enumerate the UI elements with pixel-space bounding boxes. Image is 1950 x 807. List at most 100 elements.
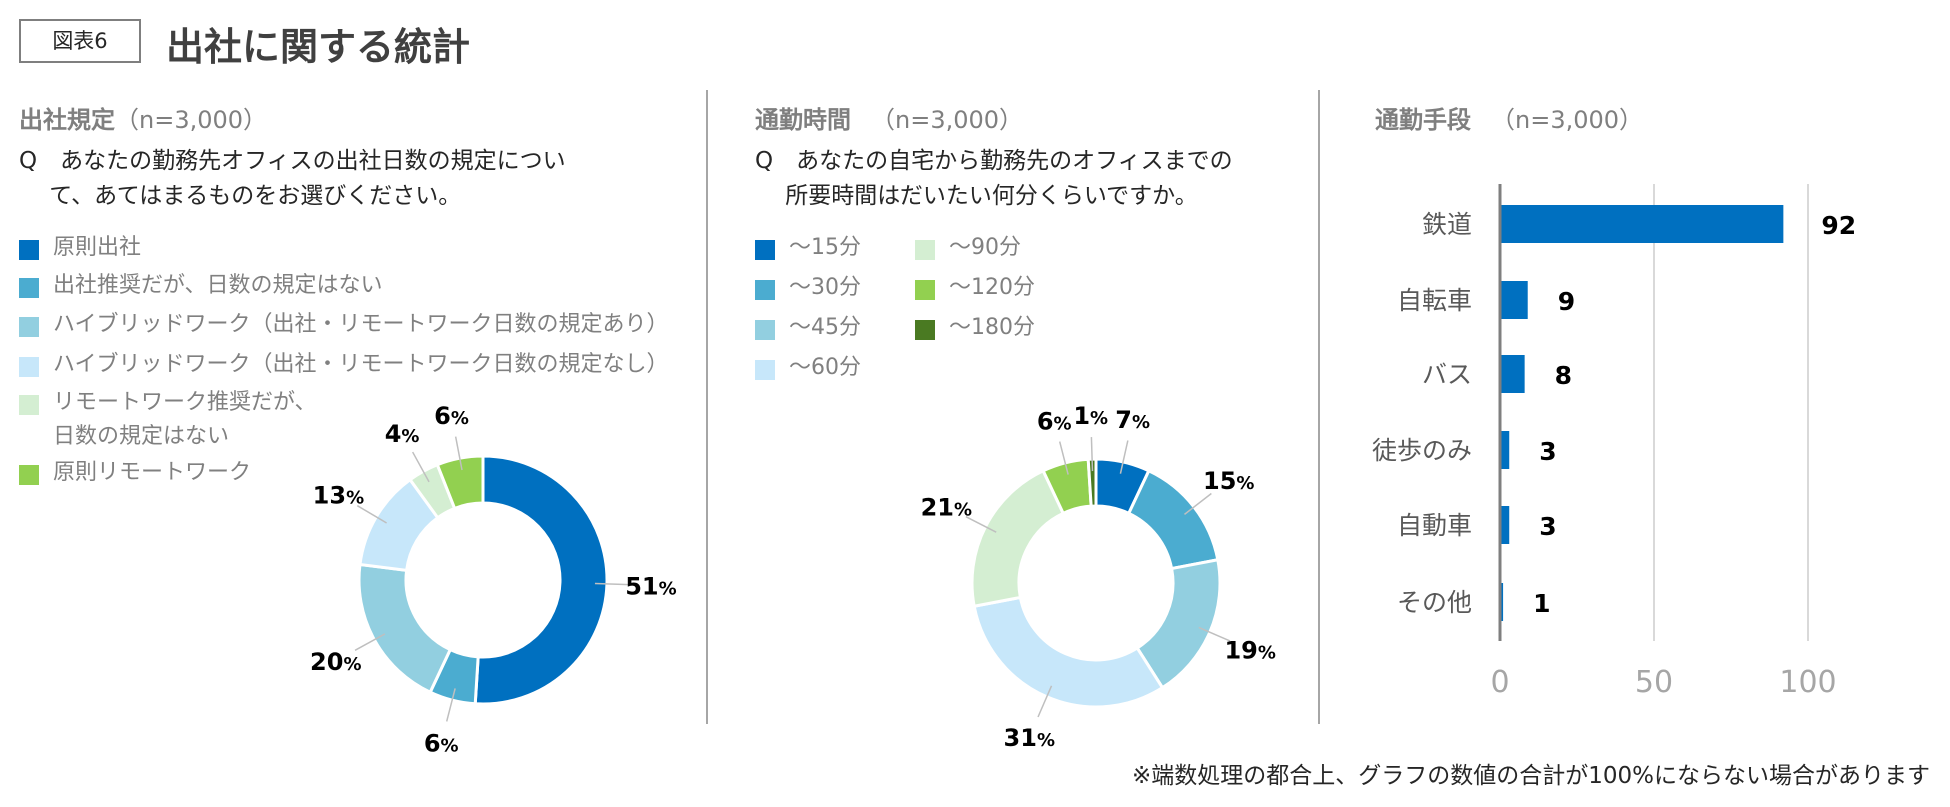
legend-item: ～180分 (915, 315, 1035, 345)
data-label-value: 21 (921, 494, 954, 522)
legend-swatch (755, 280, 775, 300)
category-label: その他 (1397, 588, 1472, 617)
legend-item: ～15分 (755, 235, 861, 265)
legend-swatch (19, 465, 39, 485)
leader-line (356, 505, 387, 524)
data-label-value: 51 (625, 572, 658, 600)
legend-label: ～60分 (789, 355, 861, 380)
page-title: 出社に関する統計 (166, 25, 471, 69)
leader-line (1198, 626, 1231, 642)
sample-size: （n=3,000） (1491, 106, 1644, 134)
data-label-unit: % (1236, 473, 1254, 494)
legend-label: 出社推奨だが、日数の規定はない (53, 273, 383, 298)
legend-label: ハイブリッドワーク（出社・リモートワーク日数の規定なし） (53, 352, 669, 377)
legend-item: ハイブリッドワーク（出社・リモートワーク日数の規定なし） (19, 352, 669, 382)
legend-swatch (19, 395, 39, 415)
data-label-unit: % (1037, 730, 1055, 751)
legend-label: ～120分 (949, 275, 1035, 300)
legend-label: ～30分 (789, 275, 861, 300)
data-label: 92 (1821, 211, 1856, 240)
donut-slice (435, 454, 485, 511)
legend-label: ハイブリッドワーク（出社・リモートワーク日数の規定あり） (53, 312, 669, 337)
category-label: 鉄道 (1422, 210, 1472, 239)
data-label: 3 (1539, 512, 1556, 541)
leader-line (1090, 437, 1094, 472)
legend-swatch (19, 240, 39, 260)
data-label: 6% (1037, 407, 1072, 435)
data-label: 1 (1533, 589, 1550, 618)
question-attendance: Q あなたの勤務先オフィスの出社日数の規定につい て、あてはまるものをお選びくだ… (19, 144, 566, 214)
data-label-unit: % (346, 487, 364, 508)
x-tick-label: 50 (1635, 665, 1673, 700)
legend-swatch (19, 357, 39, 377)
legend-label: リモートワーク推奨だが、 日数の規定はない (53, 390, 317, 449)
question-line: Q あなたの勤務先オフィスの出社日数の規定につい (19, 148, 566, 174)
data-label: 19% (1224, 637, 1275, 665)
bar (1500, 281, 1528, 319)
data-label-value: 6 (434, 402, 451, 430)
leader-line (1058, 441, 1069, 475)
legend-swatch (755, 320, 775, 340)
legend-item: ～60分 (755, 355, 861, 385)
section-title-commute-mode: 通勤手段 （n=3,000） (1375, 100, 1643, 135)
data-label-value: 6 (1037, 407, 1054, 435)
legend-item: ～90分 (915, 235, 1021, 265)
question-commute-time: Q あなたの自宅から勤務先のオフィスまでの 所要時間はだいたい何分くらいですか。 (755, 144, 1233, 214)
legend-label: 原則リモートワーク (53, 460, 252, 485)
bar (1500, 431, 1510, 469)
leader-line (1119, 440, 1129, 474)
data-label: 6% (424, 730, 459, 758)
x-tick-label: 0 (1490, 665, 1509, 700)
category-label: 自動車 (1397, 511, 1472, 540)
category-label: 自転車 (1397, 286, 1472, 315)
data-label: 13% (313, 481, 364, 509)
data-label-unit: % (1054, 413, 1072, 434)
bar (1500, 355, 1525, 393)
legend-swatch (915, 320, 935, 340)
data-label-value: 20 (310, 648, 343, 676)
legend-swatch (915, 240, 935, 260)
section-title-attendance: 出社規定（n=3,000） (19, 100, 267, 135)
leader-line (1037, 685, 1053, 718)
bar (1500, 205, 1784, 243)
data-label-value: 15 (1203, 467, 1236, 495)
data-label: 3 (1539, 437, 1556, 466)
x-tick-label: 100 (1779, 665, 1836, 700)
data-label-unit: % (1132, 412, 1150, 433)
legend-label: ～90分 (949, 235, 1021, 260)
donut-slice (972, 595, 1165, 709)
data-label: 7% (1115, 406, 1150, 434)
legend-item: 原則リモートワーク (19, 460, 251, 490)
legend-swatch (755, 240, 775, 260)
data-label: 15% (1203, 467, 1254, 495)
question-line: て、あてはまるものをお選びください。 (19, 183, 462, 209)
section-title-text: 通勤時間 (755, 106, 851, 134)
legend-item: 原則出社 (19, 235, 141, 265)
data-label-value: 19 (1224, 637, 1257, 665)
data-label-unit: % (1258, 643, 1276, 664)
legend-label: ～45分 (789, 315, 861, 340)
legend-swatch (19, 317, 39, 337)
data-label: 6% (434, 402, 469, 430)
divider (706, 90, 708, 724)
legend-item: ～45分 (755, 315, 861, 345)
legend-swatch (915, 280, 935, 300)
data-label-value: 7 (1115, 406, 1132, 434)
section-title-commute-time: 通勤時間 （n=3,000） (755, 100, 1023, 135)
legend-item: ～120分 (915, 275, 1035, 305)
data-label: 21% (921, 494, 972, 522)
leader-line (1184, 492, 1212, 515)
legend-item: ～30分 (755, 275, 861, 305)
data-label: 4% (385, 420, 420, 448)
data-label-unit: % (441, 736, 459, 757)
donut-slice (357, 562, 453, 695)
data-label-unit: % (954, 500, 972, 521)
footnote: ※端数処理の都合上、グラフの数値の合計が100%にならない場合があります (1131, 763, 1930, 789)
data-label-unit: % (401, 426, 419, 447)
donut-slice (473, 454, 609, 706)
data-label-unit: % (343, 654, 361, 675)
legend-commute-time: ～15分 ～30分 ～45分 ～60分 ～90分 ～120分 ～180分 (755, 235, 1085, 396)
data-label-value: 31 (1004, 724, 1037, 752)
data-label-value: 13 (313, 481, 346, 509)
